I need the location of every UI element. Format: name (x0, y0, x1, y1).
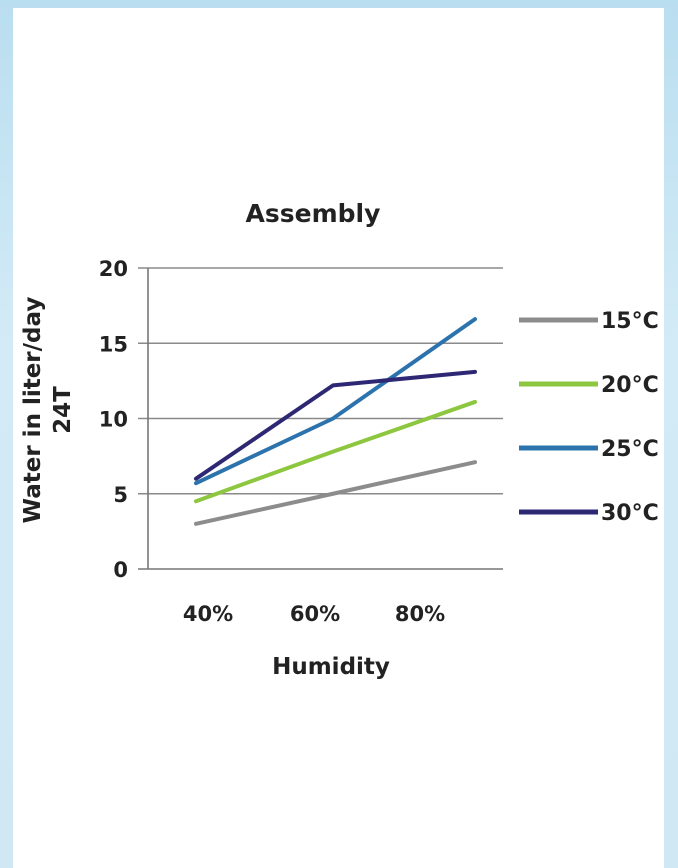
y-tick-label: 5 (113, 483, 128, 507)
y-axis-label: Water in liter/day (20, 297, 46, 524)
chart-frame (13, 8, 664, 868)
x-axis-label: Humidity (272, 654, 390, 680)
y-tick-label: 0 (113, 558, 128, 582)
x-tick-label: 40% (183, 602, 233, 626)
y-axis-ticks: 0 5 10 15 20 (99, 257, 128, 582)
y-tick-label: 20 (99, 257, 128, 281)
legend-label: 30°C (601, 501, 659, 526)
y-axis-label-secondary: 24T (50, 386, 76, 434)
y-tick-label: 10 (99, 408, 128, 432)
legend-label: 15°C (601, 309, 659, 334)
grid (138, 267, 503, 570)
x-tick-label: 80% (395, 602, 445, 626)
chart-title: Assembly (246, 199, 381, 228)
series-lines (194, 317, 477, 526)
legend: 15°C 20°C 25°C 30°C (519, 309, 659, 526)
x-axis-ticks: 40% 60% 80% (183, 602, 445, 626)
legend-label: 20°C (601, 373, 659, 398)
y-tick-label: 15 (99, 332, 128, 356)
x-tick-label: 60% (290, 602, 340, 626)
legend-label: 25°C (601, 437, 659, 462)
